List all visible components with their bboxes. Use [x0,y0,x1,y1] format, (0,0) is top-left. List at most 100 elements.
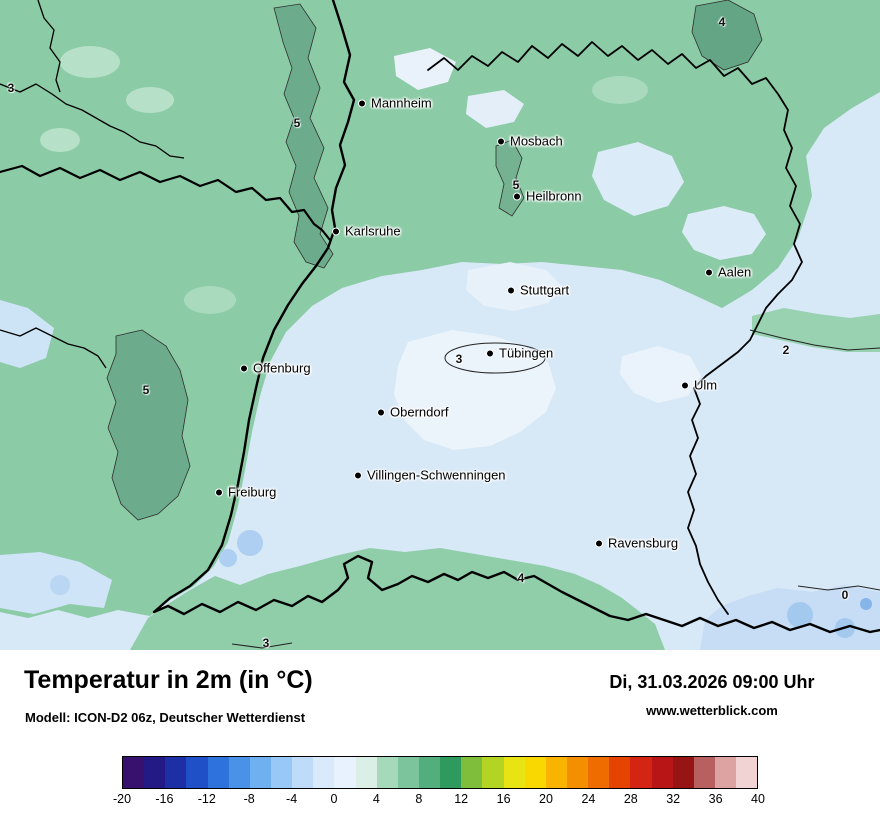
contour-label: 2 [782,343,790,357]
colorbar-cell [588,757,610,788]
colorbar-cell [397,757,419,788]
temperature-map: Mannheim Mosbach Heilbronn Karlsruhe Stuttga… [0,0,880,650]
colorbar-cell [693,757,715,788]
colorbar-tick-label: 32 [666,792,681,806]
city-label: Freiburg [228,484,277,500]
contour-label: 4 [718,15,726,29]
contour-label: 3 [455,352,463,366]
colorbar-cell [672,757,694,788]
colorbar-ticks: -20 -16 -12 -8 -4 0 4 8 12 16 20 24 28 32 36 40 [113,792,765,808]
colorbar-cell [630,757,652,788]
colorbar-cell [651,757,673,788]
city-label: Oberndorf [390,404,449,420]
city-marker-ulm: Ulm [681,378,717,393]
colorbar-tick-label: 4 [372,792,380,806]
colorbar-tick-label: -12 [197,792,216,806]
city-marker-t-bingen: Tübingen [486,346,553,361]
colorbar-cell [566,757,589,788]
city-marker-mosbach: Mosbach [497,134,563,149]
colorbar-cell [609,757,631,788]
colorbar-cell [249,757,271,788]
contour-label: 3 [262,636,270,650]
city-dot-icon [332,227,340,235]
city-label: Villingen-Schwenningen [367,467,506,483]
model-info: Modell: ICON-D2 06z, Deutscher Wetterdie… [25,710,306,725]
colorbar-cell [714,757,737,788]
city-label: Ulm [694,377,718,393]
datetime-label: Di, 31.03.2026 09:00 Uhr [609,672,815,692]
city-marker-villingen-schwenningen: Villingen-Schwenningen [354,468,506,483]
colorbar-cell [418,757,441,788]
colorbar-cell [503,757,525,788]
city-dot-icon [354,471,362,479]
colorbar-cell [355,757,377,788]
city-dot-icon [497,137,505,145]
colorbar-tick-label: 24 [581,792,596,806]
city-dot-icon [377,408,385,416]
colorbar-tick-label: 12 [454,792,469,806]
colorbar-cell [524,757,546,788]
colorbar-cell [545,757,567,788]
city-dot-icon [513,192,521,200]
colorbar-cell [270,757,293,788]
colorbar-tick-label: -8 [243,792,255,806]
city-dot-icon [486,349,494,357]
colorbar-cell [376,757,398,788]
city-dot-icon [705,268,713,276]
city-marker-aalen: Aalen [705,265,751,280]
contour-label: 4 [517,571,525,585]
city-dot-icon [595,539,603,547]
colorbar-tick-label: -20 [112,792,132,806]
city-marker-offenburg: Offenburg [240,361,311,376]
website-label: www.wetterblick.com [646,703,778,718]
city-dot-icon [215,488,223,496]
colorbar-cell [228,757,250,788]
city-marker-karlsruhe: Karlsruhe [332,224,401,239]
colorbar-cell [334,757,356,788]
city-marker-heilbronn: Heilbronn [513,189,582,204]
city-label: Ravensburg [608,535,679,551]
city-marker-ravensburg: Ravensburg [595,536,678,551]
city-label: Offenburg [253,360,311,376]
colorbar-tick-label: -16 [155,792,174,806]
colorbar-tick-label: 16 [496,792,511,806]
colorbar-cell [292,757,314,788]
colorbar-cell [144,757,166,788]
contour-label: 5 [512,178,520,192]
contour-label: 5 [142,383,150,397]
colorbar-cell [736,757,758,788]
colorbar-tick-label: 36 [708,792,723,806]
colorbar-tick-label: 20 [539,792,553,806]
map-title: Temperatur in 2m (in °C) [24,666,313,694]
colorbar-cell [440,757,462,788]
city-dot-icon [681,381,689,389]
colorbar-cell [186,757,208,788]
colorbar-cell [482,757,504,788]
colorbar-cell [313,757,335,788]
colorbar-cell [207,757,229,788]
city-dot-icon [240,364,248,372]
city-dot-icon [507,286,515,294]
city-dot-icon [358,99,366,107]
city-label: Stuttgart [520,282,570,298]
contour-label: 3 [7,81,15,95]
colorbar-cells [122,756,758,789]
colorbar-tick-label: 40 [751,792,765,806]
date-block: Di, 31.03.2026 09:00 Uhr www.wetterblick… [572,672,852,718]
colorbar-tick-label: 8 [415,792,423,806]
colorbar-cell [165,757,187,788]
colorbar-tick-label: -4 [286,792,298,806]
city-label: Aalen [718,264,752,280]
contour-label: 0 [841,588,849,602]
city-marker-freiburg: Freiburg [215,485,276,500]
city-label: Mosbach [510,133,563,149]
city-marker-stuttgart: Stuttgart [507,283,569,298]
city-marker-oberndorf: Oberndorf [377,405,449,420]
city-label: Tübingen [499,345,554,361]
city-marker-mannheim: Mannheim [358,96,432,111]
contour-label: 5 [293,116,301,130]
info-panel: Temperatur in 2m (in °C) Modell: ICON-D2… [0,650,880,830]
map-graphic [0,0,880,650]
city-label: Karlsruhe [345,223,401,239]
